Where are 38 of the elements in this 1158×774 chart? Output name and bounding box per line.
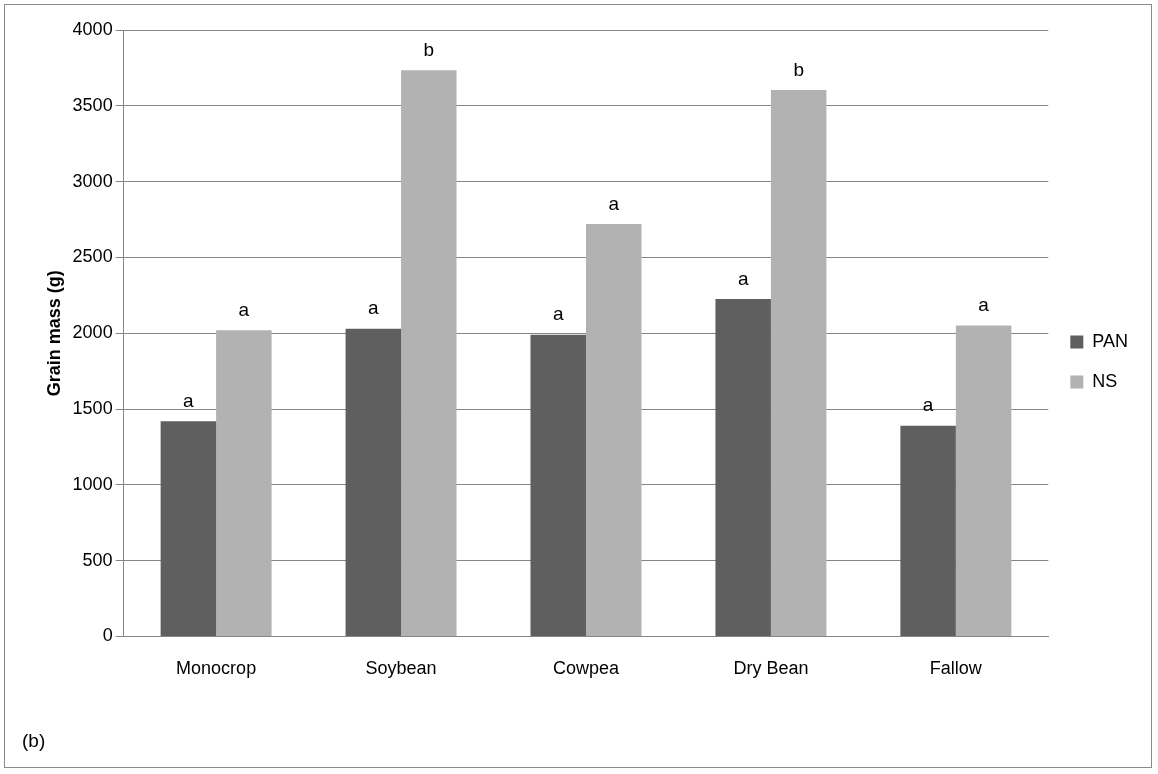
annotation: a <box>183 389 195 411</box>
bar <box>530 334 586 636</box>
y-tick-label: 3000 <box>72 170 113 191</box>
y-tick-label: 3500 <box>72 94 113 115</box>
y-tick-label: 1000 <box>72 473 113 494</box>
bar <box>770 89 827 636</box>
bar <box>401 70 457 636</box>
y-tick-label: 2500 <box>72 246 113 267</box>
annotation: a <box>552 303 564 325</box>
x-tick-label: Cowpea <box>552 658 620 679</box>
bar <box>160 421 217 636</box>
y-tick-label: 500 <box>82 549 113 570</box>
annotation: a <box>737 267 749 289</box>
legend-label: PAN <box>1092 330 1129 351</box>
y-tick-label: 2000 <box>72 322 113 343</box>
x-tick-label: Monocrop <box>176 658 257 679</box>
y-axis-title: Grain mass (g) <box>43 270 64 397</box>
annotation: b <box>423 38 435 60</box>
annotation: b <box>793 58 804 80</box>
text: (b) <box>22 730 46 752</box>
annotation: a <box>238 298 250 320</box>
bar <box>216 330 272 636</box>
y-tick-label: 4000 <box>72 18 113 39</box>
bar <box>345 328 402 636</box>
annotation: a <box>608 192 620 214</box>
x-tick-label: Fallow <box>929 658 983 679</box>
bar <box>955 325 1012 636</box>
x-tick-label: Dry Bean <box>733 658 809 679</box>
bar <box>900 425 956 636</box>
y-tick-label: 0 <box>102 625 113 646</box>
legend-label: NS <box>1092 370 1118 391</box>
y-tick-label: 1500 <box>72 397 113 418</box>
annotation: a <box>922 394 934 416</box>
bar <box>585 224 642 636</box>
annotation: a <box>978 294 990 316</box>
x-tick-label: Soybean <box>365 658 437 679</box>
bar <box>715 299 771 636</box>
annotation: a <box>368 297 380 319</box>
